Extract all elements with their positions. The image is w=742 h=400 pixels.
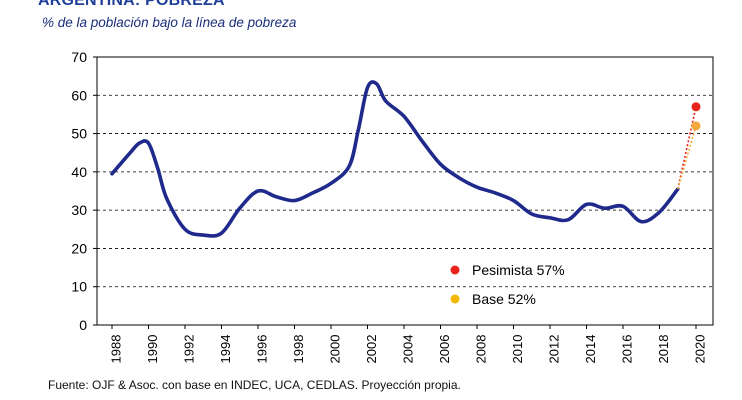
chart-subtitle: % de la población bajo la línea de pobre… <box>42 15 297 30</box>
legend-marker-1 <box>450 294 460 304</box>
source-note: Fuente: OJF & Asoc. con base en INDEC, U… <box>48 378 461 392</box>
x-tick-label: 2016 <box>619 335 634 364</box>
plot-frame <box>96 56 714 326</box>
projection-point-1 <box>691 121 701 131</box>
y-tick-label: 20 <box>71 240 87 256</box>
legend: Pesimista 57% Base 52% <box>450 262 565 307</box>
x-tick-label: 2008 <box>473 335 488 364</box>
x-tick-label: 2014 <box>583 335 598 364</box>
y-tick-label: 70 <box>71 49 87 65</box>
legend-marker-0 <box>450 265 460 275</box>
x-tick-label: 2020 <box>692 335 707 364</box>
projection-point-0 <box>691 102 701 112</box>
y-tick-label: 60 <box>71 87 87 103</box>
series-line-0 <box>110 80 680 238</box>
x-tick-label: 1998 <box>291 335 306 364</box>
y-tick-label: 30 <box>71 202 87 218</box>
legend-label-1: Base 52% <box>472 291 536 307</box>
y-tick-label: 50 <box>71 126 87 142</box>
x-tick-label: 1990 <box>145 335 160 364</box>
x-tick-label: 2012 <box>546 335 561 364</box>
x-tick-label: 1996 <box>254 335 269 364</box>
y-tick-label: 40 <box>71 164 87 180</box>
x-tick-label: 2000 <box>327 335 342 364</box>
legend-label-0: Pesimista 57% <box>472 262 565 278</box>
x-tick-label: 1992 <box>181 335 196 364</box>
y-axis-ticks: 0 10 20 30 40 50 60 70 <box>71 49 97 333</box>
x-tick-label: 2018 <box>656 335 671 364</box>
x-tick-label: 1994 <box>218 335 233 364</box>
y-tick-label: 0 <box>79 317 87 333</box>
grid <box>96 56 714 326</box>
chart-title: ARGENTINA: POBREZA <box>38 0 225 9</box>
x-tick-label: 2004 <box>400 335 415 364</box>
x-axis-ticks: 1988 1990 1992 1994 1996 1998 2000 2002 2004 2006… <box>108 325 707 363</box>
projection-line-1 <box>676 125 697 190</box>
series-layer <box>110 80 701 238</box>
x-tick-label: 1988 <box>108 335 123 364</box>
x-tick-label: 2010 <box>510 335 525 364</box>
x-tick-label: 2006 <box>437 335 452 364</box>
x-tick-label: 2002 <box>364 335 379 364</box>
y-tick-label: 10 <box>71 279 87 295</box>
